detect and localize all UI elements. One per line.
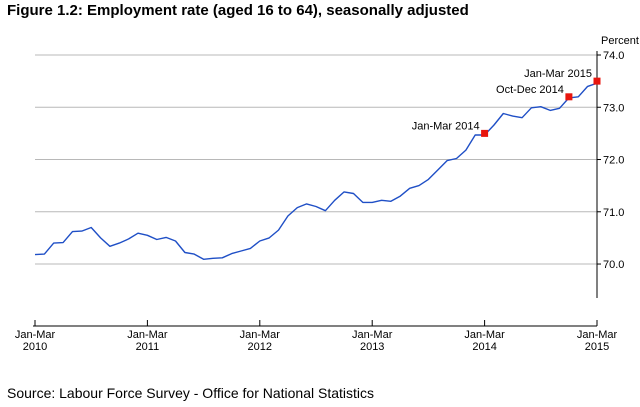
x-tick-label-year: 2015 (585, 341, 609, 353)
gridlines (35, 54, 597, 265)
highlight-point (565, 93, 573, 101)
x-tick-label-year: 2011 (136, 341, 160, 353)
x-tick-label-year: 2012 (248, 341, 272, 353)
x-tick-label-year: 2014 (472, 341, 496, 353)
highlight-point (593, 77, 601, 85)
x-tick-label-year: 2010 (23, 341, 47, 353)
highlight-point (481, 129, 489, 137)
x-tick-label: Jan-Mar (15, 329, 56, 341)
y-tick-label: 72.0 (603, 155, 624, 167)
x-tick-label: Jan-Mar (577, 329, 618, 341)
highlight-label: Jan-Mar 2015 (524, 68, 592, 80)
x-tick-label: Jan-Mar (240, 329, 281, 341)
series-line-group (34, 82, 598, 260)
figure-title: Figure 1.2: Employment rate (aged 16 to … (7, 2, 469, 19)
tick-labels: 70.071.072.073.074.0PercentJan-Mar2010Ja… (15, 35, 639, 353)
source-note: Source: Labour Force Survey - Office for… (7, 385, 375, 401)
axes (33, 51, 601, 327)
y-tick-label: 71.0 (603, 207, 624, 219)
y-axis-label: Percent (601, 35, 639, 47)
series-line (34, 82, 598, 260)
x-tick-label: Jan-Mar (464, 329, 505, 341)
x-tick-label-year: 2013 (360, 341, 384, 353)
y-tick-label: 73.0 (603, 102, 624, 114)
highlight-label: Jan-Mar 2014 (412, 120, 480, 132)
x-tick-label: Jan-Mar (352, 329, 393, 341)
highlight-markers: Jan-Mar 2014 Oct-Dec 2014 Jan-Mar 2015 (412, 68, 601, 137)
y-tick-label: 70.0 (603, 259, 624, 271)
highlight-label: Oct-Dec 2014 (496, 84, 564, 96)
y-tick-label: 74.0 (603, 50, 624, 62)
x-tick-label: Jan-Mar (127, 329, 168, 341)
